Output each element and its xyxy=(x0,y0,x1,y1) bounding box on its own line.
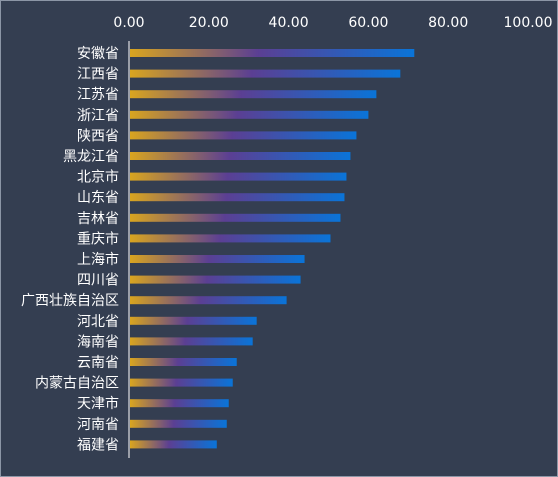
x-tick-label: 20.00 xyxy=(189,15,229,31)
category-label: 江苏省 xyxy=(77,87,119,103)
category-label: 陕西省 xyxy=(77,128,119,144)
bar[interactable] xyxy=(130,399,229,408)
x-tick-label: 0.00 xyxy=(113,15,144,31)
category-label: 内蒙古自治区 xyxy=(35,376,119,392)
category-label: 安徽省 xyxy=(77,46,119,62)
x-tick-label: 80.00 xyxy=(428,15,468,31)
bar[interactable] xyxy=(130,337,253,346)
category-label: 上海市 xyxy=(77,251,119,268)
bar[interactable] xyxy=(130,69,401,78)
category-label: 吉林省 xyxy=(77,211,119,227)
x-tick-label: 40.00 xyxy=(269,15,309,31)
category-label: 天津市 xyxy=(77,395,119,412)
bar[interactable] xyxy=(130,440,217,449)
x-tick-label: 60.00 xyxy=(348,15,388,31)
bar[interactable] xyxy=(130,275,301,284)
bar[interactable] xyxy=(130,213,341,222)
category-label: 北京市 xyxy=(77,169,119,186)
category-label: 广西壮族自治区 xyxy=(21,293,119,309)
category-label: 河北省 xyxy=(77,314,119,330)
bar[interactable] xyxy=(130,358,237,366)
x-tick-label: 100.00 xyxy=(504,15,553,31)
bar[interactable] xyxy=(130,419,227,428)
bar[interactable] xyxy=(130,378,233,387)
category-label: 云南省 xyxy=(77,355,119,371)
category-labels: 安徽省江西省江苏省浙江省陕西省黑龙江省北京市山东省吉林省重庆市上海市四川省广西壮… xyxy=(21,46,119,453)
bar[interactable] xyxy=(130,90,377,99)
category-label: 海南省 xyxy=(77,334,119,350)
category-label: 江西省 xyxy=(77,67,119,83)
category-label: 重庆市 xyxy=(77,230,119,247)
bar[interactable] xyxy=(130,152,351,160)
category-label: 河南省 xyxy=(77,417,119,433)
bars xyxy=(130,49,415,449)
category-label: 黑龙江省 xyxy=(63,149,119,165)
bar[interactable] xyxy=(130,49,415,57)
category-label: 山东省 xyxy=(77,190,119,206)
bar[interactable] xyxy=(130,234,331,243)
x-axis-ticks: 0.00 20.00 40.00 60.00 80.00 100.00 xyxy=(113,15,552,31)
category-label: 福建省 xyxy=(77,437,119,453)
bar[interactable] xyxy=(130,296,287,305)
bar[interactable] xyxy=(130,131,357,140)
bar[interactable] xyxy=(130,110,369,119)
bar[interactable] xyxy=(130,193,345,202)
bar[interactable] xyxy=(130,316,257,325)
bar[interactable] xyxy=(130,255,305,263)
category-label: 四川省 xyxy=(77,273,119,289)
category-label: 浙江省 xyxy=(77,108,119,124)
bar[interactable] xyxy=(130,172,347,181)
